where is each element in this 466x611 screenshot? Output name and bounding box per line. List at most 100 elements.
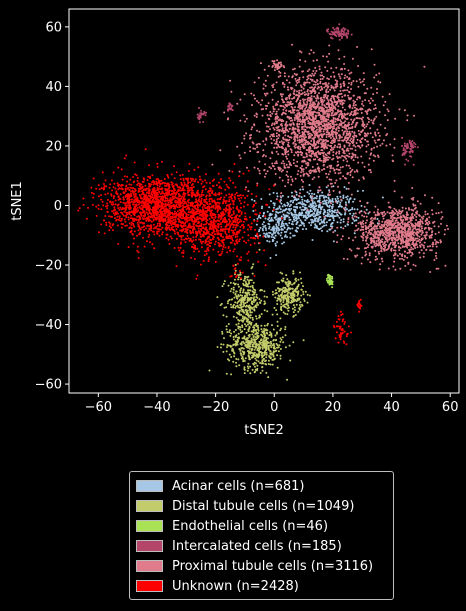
data-point (372, 154, 375, 157)
data-point (233, 355, 236, 358)
data-point (228, 169, 231, 172)
data-point (221, 330, 224, 333)
data-point (335, 27, 338, 30)
data-point (252, 299, 255, 302)
data-point (410, 219, 413, 222)
data-point (320, 118, 323, 121)
data-point (290, 200, 293, 202)
data-point (250, 279, 253, 282)
data-point (279, 93, 282, 96)
data-point (273, 139, 275, 142)
data-point (309, 171, 312, 174)
data-point (317, 101, 320, 104)
data-point (235, 305, 238, 308)
data-point (289, 288, 292, 290)
data-point (280, 288, 283, 291)
data-point (314, 111, 317, 114)
data-point (298, 50, 301, 53)
data-point (252, 263, 255, 266)
data-point (249, 306, 252, 309)
data-point (325, 196, 328, 198)
data-point (411, 223, 414, 226)
data-point (399, 216, 401, 219)
data-point (270, 332, 273, 335)
data-point (301, 304, 304, 307)
data-point (318, 157, 321, 160)
data-point (439, 241, 442, 244)
data-point (284, 122, 287, 125)
data-point (312, 158, 315, 161)
data-point (296, 226, 298, 229)
data-point (340, 120, 343, 123)
data-point (338, 134, 341, 137)
data-point (326, 209, 329, 212)
data-point (376, 214, 379, 216)
data-point (263, 92, 266, 95)
data-point (290, 105, 293, 108)
data-point (349, 147, 352, 150)
data-point (243, 372, 246, 375)
data-point (380, 250, 383, 253)
data-point (258, 314, 261, 317)
data-point (293, 306, 296, 309)
data-point (378, 222, 381, 225)
data-point (253, 199, 256, 202)
data-point (275, 215, 278, 217)
data-point (260, 313, 263, 315)
data-point (275, 150, 278, 153)
data-point (333, 140, 336, 143)
data-point (313, 226, 316, 229)
data-point (273, 358, 276, 360)
data-point (280, 279, 283, 282)
data-point (271, 324, 273, 327)
data-point (349, 167, 352, 170)
data-point (355, 80, 358, 83)
data-point (236, 340, 239, 343)
data-point (421, 232, 424, 234)
data-point (229, 103, 232, 106)
data-point (316, 156, 319, 159)
data-point (305, 136, 307, 138)
data-point (346, 117, 349, 120)
data-point (238, 306, 241, 309)
data-point (381, 241, 384, 243)
data-point (326, 69, 329, 72)
data-point (321, 169, 323, 171)
data-point (293, 123, 295, 126)
data-point (370, 48, 373, 51)
data-point (347, 137, 350, 140)
data-point (269, 331, 272, 334)
data-point (324, 144, 327, 147)
data-point (281, 124, 283, 127)
data-point (297, 145, 300, 148)
data-point (283, 203, 286, 206)
data-point (373, 228, 376, 231)
data-point (338, 152, 341, 155)
data-point (234, 282, 237, 285)
data-point (411, 233, 414, 236)
data-point (385, 223, 388, 226)
data-point (353, 215, 356, 218)
data-point (252, 330, 255, 332)
data-point (417, 220, 420, 223)
data-point (327, 110, 330, 113)
data-point (246, 166, 248, 169)
data-point (365, 230, 368, 233)
data-point (367, 232, 370, 234)
data-point (232, 282, 235, 285)
data-point (376, 128, 379, 131)
data-point (270, 236, 273, 238)
data-point (344, 225, 347, 228)
data-point (250, 330, 253, 333)
data-point (288, 81, 291, 84)
data-point (347, 69, 350, 72)
data-point (304, 160, 307, 163)
data-point (329, 88, 332, 91)
data-point (227, 117, 230, 120)
data-point (369, 217, 372, 220)
data-point (412, 217, 415, 220)
data-point (345, 149, 348, 152)
data-point (299, 146, 302, 149)
data-point (435, 245, 438, 248)
data-point (301, 134, 304, 137)
